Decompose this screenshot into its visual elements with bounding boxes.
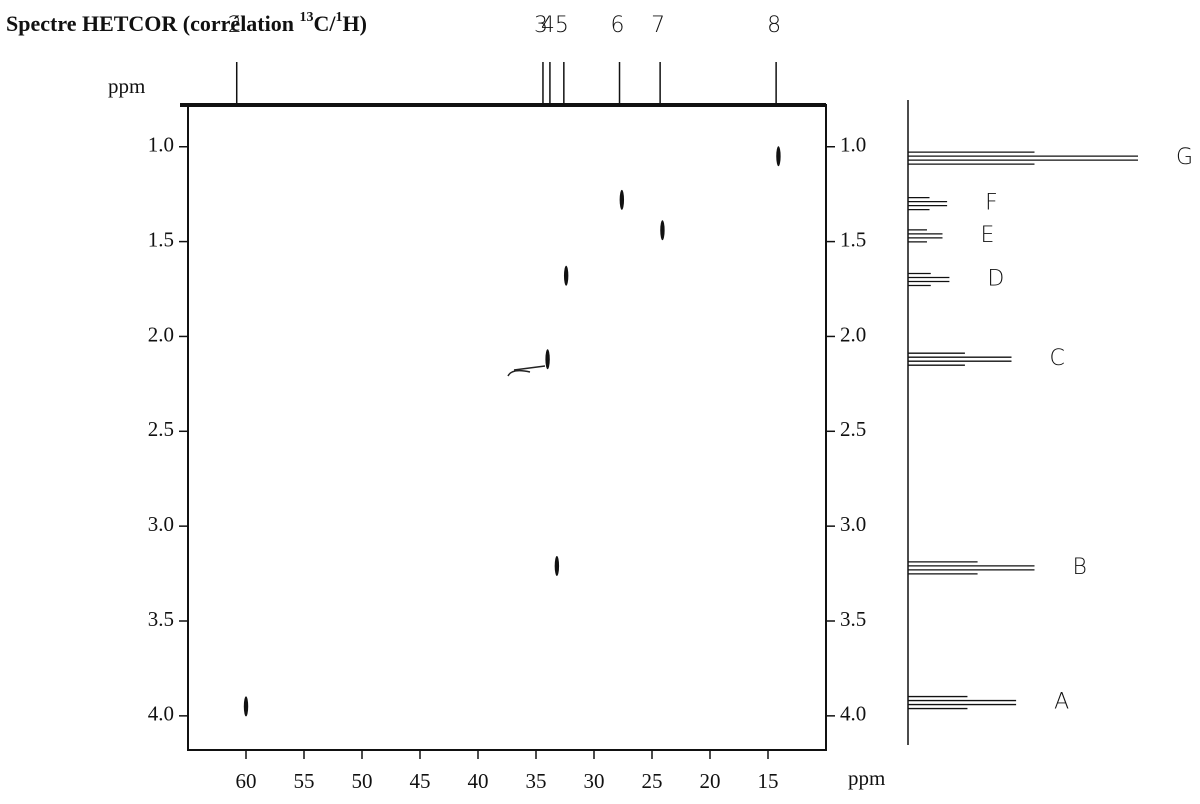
proton-peak-label: E xyxy=(981,223,995,248)
proton-peak-label: A xyxy=(1054,690,1069,715)
carbon-peak-label: 2 xyxy=(228,13,242,38)
title-text: H) xyxy=(342,11,366,36)
title-text: C/ xyxy=(313,11,336,36)
cross-peak xyxy=(776,146,781,167)
carbon-peak-label: 7 xyxy=(651,13,665,38)
x-tick-label: 40 xyxy=(468,769,489,793)
y2-tick-label: 4.0 xyxy=(840,702,866,726)
cross-peak xyxy=(243,696,249,717)
hand-arrow xyxy=(507,365,546,377)
cross-peak xyxy=(619,189,625,210)
x-tick-label: 35 xyxy=(526,769,547,793)
title-sup: 1 xyxy=(335,10,342,25)
proton-multiplet xyxy=(908,196,948,211)
title-sup: 13 xyxy=(299,10,313,25)
y-tick-label: 1.0 xyxy=(148,133,174,157)
proton-peak-label: G xyxy=(1176,145,1193,170)
proton-multiplet xyxy=(908,561,1035,575)
x-tick-label: 20 xyxy=(700,769,721,793)
title-text: Spectre HETCOR (corrélation xyxy=(6,11,299,36)
cross-peak xyxy=(563,265,569,286)
y2-tick-label: 2.5 xyxy=(840,417,866,441)
x-tick-label: 15 xyxy=(758,769,779,793)
y-tick-label: 2.5 xyxy=(148,417,174,441)
top-axis-unit: ppm xyxy=(108,74,145,98)
y-tick-label: 3.0 xyxy=(148,512,174,536)
y2-tick-label: 1.0 xyxy=(840,133,866,157)
proton-peak-label: B xyxy=(1073,555,1087,580)
x-tick-label: 50 xyxy=(352,769,373,793)
x-tick-label: 45 xyxy=(410,769,431,793)
x-tick-label: 60 xyxy=(236,769,257,793)
carbon-peak-label: 3 xyxy=(534,13,548,38)
y2-tick-label: 3.5 xyxy=(840,607,866,631)
y2-tick-label: 2.0 xyxy=(840,322,866,346)
x-tick-label: 25 xyxy=(642,769,663,793)
x-tick-label: 30 xyxy=(584,769,605,793)
y-tick-label: 2.0 xyxy=(148,322,174,346)
proton-multiplet xyxy=(908,229,943,243)
proton-multiplet xyxy=(908,151,1138,165)
y-tick-label: 3.5 xyxy=(148,607,174,631)
proton-peak-label: C xyxy=(1050,346,1065,371)
carbon-peak-label: 5 xyxy=(555,13,569,38)
cross-peak xyxy=(554,555,560,576)
chart-title: Spectre HETCOR (corrélation 13C/1H) xyxy=(6,10,367,36)
y-tick-label: 1.5 xyxy=(148,227,174,251)
cross-peak xyxy=(545,349,550,370)
cross-peak xyxy=(660,220,665,241)
proton-multiplet xyxy=(908,352,1012,366)
y-tick-label: 4.0 xyxy=(148,702,174,726)
proton-peak-label: F xyxy=(985,191,998,216)
proton-peak-label: D xyxy=(987,267,1004,292)
x-axis-unit: ppm xyxy=(848,766,885,790)
y2-tick-label: 1.5 xyxy=(840,227,866,251)
carbon-peak-label: 8 xyxy=(767,13,781,38)
proton-multiplet xyxy=(908,695,1017,710)
x-tick-label: 55 xyxy=(294,769,315,793)
proton-multiplet xyxy=(908,272,950,287)
plot-frame xyxy=(187,104,827,751)
carbon-peak-label: 4 xyxy=(541,13,555,38)
y2-tick-label: 3.0 xyxy=(840,512,866,536)
carbon-peak-label: 6 xyxy=(611,13,625,38)
